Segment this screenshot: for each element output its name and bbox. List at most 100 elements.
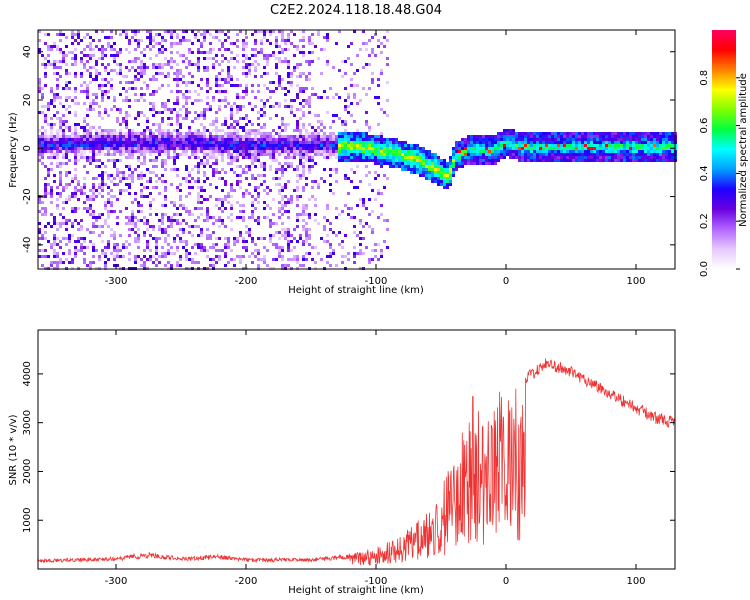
heatmap-cell bbox=[224, 150, 227, 153]
heatmap-cell bbox=[635, 138, 638, 141]
heatmap-cell bbox=[296, 219, 299, 222]
heatmap-cell bbox=[227, 81, 230, 84]
heatmap-cell bbox=[617, 159, 620, 162]
heatmap-cell bbox=[74, 138, 77, 141]
heatmap-cell bbox=[56, 138, 59, 141]
heatmap-cell bbox=[224, 243, 227, 246]
heatmap-cell bbox=[155, 213, 158, 216]
heatmap-cell bbox=[329, 144, 332, 147]
heatmap-cell bbox=[545, 135, 548, 138]
heatmap-cell bbox=[344, 174, 347, 177]
heatmap-cell bbox=[638, 153, 641, 156]
heatmap-cell bbox=[593, 150, 596, 153]
heatmap-cell bbox=[68, 261, 71, 264]
heatmap-cell bbox=[176, 114, 179, 117]
heatmap-cell bbox=[104, 135, 107, 138]
heatmap-cell bbox=[434, 180, 437, 183]
heatmap-cell bbox=[419, 156, 422, 159]
heatmap-cell bbox=[227, 66, 230, 69]
heatmap-cell bbox=[38, 210, 41, 213]
heatmap-cell bbox=[317, 126, 320, 129]
heatmap-cell bbox=[620, 132, 623, 135]
heatmap-cell bbox=[179, 183, 182, 186]
heatmap-cell bbox=[512, 135, 515, 138]
heatmap-cell bbox=[131, 150, 134, 153]
heatmap-cell bbox=[53, 243, 56, 246]
heatmap-cell bbox=[515, 153, 518, 156]
heatmap-cell bbox=[260, 237, 263, 240]
heatmap-cell bbox=[242, 48, 245, 51]
heatmap-cell bbox=[92, 225, 95, 228]
heatmap-cell bbox=[206, 159, 209, 162]
heatmap-cell bbox=[287, 144, 290, 147]
heatmap-cell bbox=[134, 240, 137, 243]
heatmap-cell bbox=[254, 219, 257, 222]
heatmap-cell bbox=[98, 72, 101, 75]
heatmap-cell bbox=[92, 150, 95, 153]
heatmap-cell bbox=[137, 246, 140, 249]
heatmap-cell bbox=[599, 132, 602, 135]
heatmap-cell bbox=[197, 117, 200, 120]
heatmap-cell bbox=[254, 156, 257, 159]
heatmap-cell bbox=[359, 99, 362, 102]
heatmap-cell bbox=[218, 141, 221, 144]
heatmap-cell bbox=[116, 117, 119, 120]
heatmap-cell bbox=[236, 54, 239, 57]
heatmap-cell bbox=[107, 96, 110, 99]
heatmap-cell bbox=[326, 156, 329, 159]
heatmap-cell bbox=[47, 183, 50, 186]
heatmap-cell bbox=[551, 138, 554, 141]
heatmap-cell bbox=[125, 36, 128, 39]
heatmap-cell bbox=[599, 144, 602, 147]
heatmap-cell bbox=[635, 132, 638, 135]
heatmap-cell bbox=[128, 105, 131, 108]
heatmap-cell bbox=[461, 159, 464, 162]
heatmap-cell bbox=[206, 249, 209, 252]
heatmap-cell bbox=[563, 138, 566, 141]
heatmap-cell bbox=[200, 99, 203, 102]
heatmap-cell bbox=[209, 234, 212, 237]
heatmap-cell bbox=[245, 189, 248, 192]
heatmap-cell bbox=[650, 153, 653, 156]
heatmap-cell bbox=[143, 261, 146, 264]
heatmap-cell bbox=[188, 186, 191, 189]
heatmap-cell bbox=[362, 144, 365, 147]
heatmap-cell bbox=[284, 99, 287, 102]
heatmap-cell bbox=[125, 114, 128, 117]
heatmap-cell bbox=[365, 123, 368, 126]
heatmap-cell bbox=[134, 30, 137, 33]
heatmap-cell bbox=[50, 138, 53, 141]
heatmap-cell bbox=[422, 171, 425, 174]
heatmap-cell bbox=[128, 222, 131, 225]
heatmap-cell bbox=[125, 96, 128, 99]
heatmap-cell bbox=[125, 75, 128, 78]
heatmap-cell bbox=[311, 180, 314, 183]
heatmap-cell bbox=[281, 165, 284, 168]
heatmap-cell bbox=[278, 153, 281, 156]
heatmap-cell bbox=[431, 168, 434, 171]
heatmap-cell bbox=[296, 195, 299, 198]
heatmap-cell bbox=[323, 126, 326, 129]
heatmap-cell bbox=[182, 75, 185, 78]
heatmap-cell bbox=[239, 153, 242, 156]
heatmap-cell bbox=[182, 240, 185, 243]
heatmap-cell bbox=[170, 132, 173, 135]
heatmap-cell bbox=[476, 153, 479, 156]
heatmap-cell bbox=[620, 159, 623, 162]
heatmap-cell bbox=[344, 156, 347, 159]
heatmap-cell bbox=[308, 132, 311, 135]
heatmap-cell bbox=[251, 123, 254, 126]
heatmap-cell bbox=[665, 144, 668, 147]
heatmap-cell bbox=[260, 99, 263, 102]
heatmap-cell bbox=[455, 159, 458, 162]
heatmap-cell bbox=[176, 219, 179, 222]
heatmap-cell bbox=[227, 30, 230, 33]
heatmap-cell bbox=[386, 39, 389, 42]
heatmap-cell bbox=[212, 150, 215, 153]
heatmap-cell bbox=[362, 132, 365, 135]
heatmap-cell bbox=[476, 141, 479, 144]
heatmap-cell bbox=[230, 195, 233, 198]
heatmap-cell bbox=[185, 96, 188, 99]
heatmap-cell bbox=[479, 162, 482, 165]
heatmap-cell bbox=[155, 33, 158, 36]
